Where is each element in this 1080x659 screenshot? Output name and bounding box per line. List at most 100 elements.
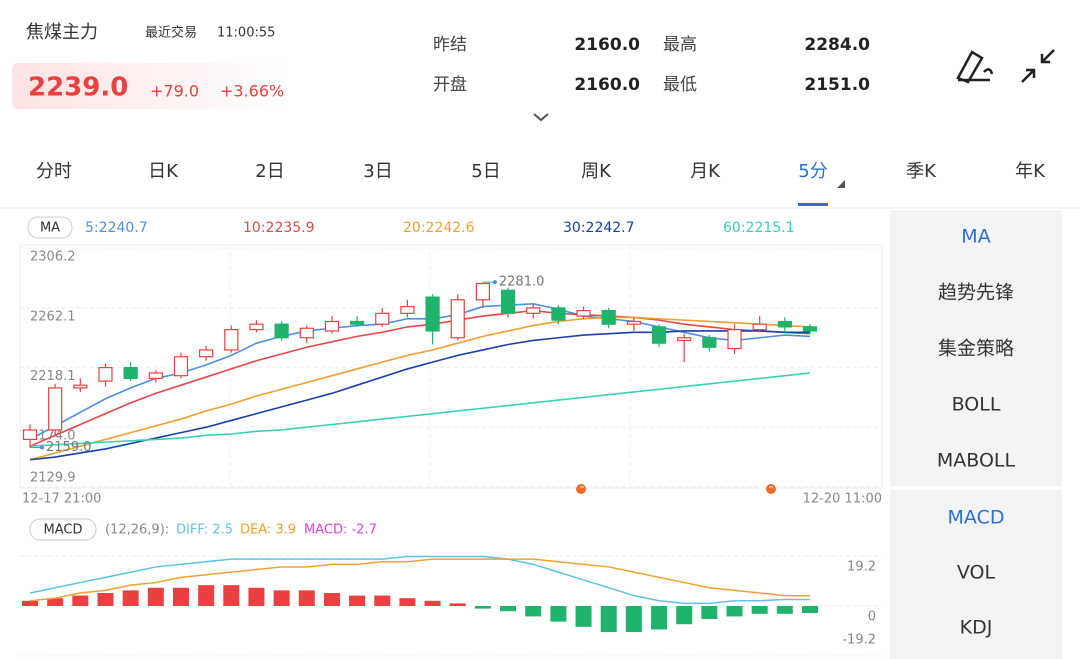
candle-body	[349, 320, 365, 325]
macd-bar	[802, 606, 818, 614]
macd-line	[29, 558, 811, 602]
ma-line	[29, 303, 811, 441]
trade-time: 11:00:55	[217, 26, 275, 41]
indicator-option[interactable]: MACD	[948, 507, 1005, 529]
candle-body	[324, 320, 340, 332]
candle-body	[249, 323, 264, 331]
macd-bar	[323, 592, 340, 606]
macd-bar	[600, 606, 617, 633]
edit-icon[interactable]	[956, 50, 994, 84]
indicator-option[interactable]: 趋势先锋	[938, 282, 1014, 304]
candle-body	[123, 366, 138, 380]
macd-bar	[47, 598, 64, 606]
recent-label: 最近交易	[145, 25, 197, 41]
tab-underline	[798, 203, 828, 206]
tab[interactable]: 分时	[36, 161, 72, 182]
macd-badge[interactable]	[29, 518, 97, 541]
candle-body	[224, 329, 239, 351]
ma-legend: 30:2242.7	[563, 220, 635, 236]
price-frame	[19, 244, 883, 489]
y-tick-label: 0	[868, 610, 876, 625]
indicator-option[interactable]: 集金策略	[938, 338, 1014, 360]
indicator-option[interactable]: BOLL	[952, 394, 1001, 416]
ma-line	[29, 309, 811, 447]
macd-bar	[449, 603, 466, 606]
ma-legend: 10:2235.9	[243, 220, 315, 236]
candle-body	[425, 296, 440, 332]
candle-body	[98, 366, 113, 382]
candle-body	[526, 307, 541, 314]
macd-bar	[97, 592, 114, 606]
ma-line	[29, 330, 810, 461]
tab-caret	[837, 180, 845, 188]
macd-bar	[248, 587, 265, 606]
candle-body	[551, 307, 566, 321]
min-label: 2159.0	[46, 440, 92, 455]
candle-body	[22, 429, 38, 441]
macd-bar	[374, 595, 391, 606]
tab[interactable]: 季K	[906, 161, 937, 182]
macd-bar	[147, 587, 164, 606]
tab[interactable]: 月K	[690, 161, 721, 182]
macd-badge-label: MACD	[44, 523, 83, 538]
candle-body	[375, 312, 390, 325]
last-price: 2239.0	[28, 73, 128, 103]
macd-bar	[22, 600, 38, 606]
macd-legend: DEA: 3.9	[240, 523, 296, 538]
candle-body	[73, 384, 88, 389]
candle-body	[199, 349, 214, 358]
stat-label: 最高	[663, 35, 697, 55]
candle-body	[601, 310, 616, 325]
macd-bar	[474, 606, 491, 609]
ma-badge[interactable]	[27, 216, 73, 239]
macd-bar	[751, 606, 768, 614]
price-box	[12, 63, 287, 109]
expand-chevron[interactable]	[533, 113, 549, 122]
candle-body	[626, 320, 641, 325]
macd-bar	[701, 606, 718, 620]
tab[interactable]: 周K	[581, 161, 612, 182]
candle-body	[500, 289, 516, 314]
macd-bar	[172, 587, 189, 606]
macd-bar	[676, 606, 693, 625]
event-dot[interactable]	[766, 484, 776, 494]
max-label: 2281.0	[499, 275, 544, 290]
indicator-option[interactable]: KDJ	[960, 617, 993, 639]
price-change-pct: +3.66%	[220, 82, 284, 101]
indicator-option[interactable]: MABOLL	[937, 450, 1016, 472]
indicator-option[interactable]: MA	[961, 226, 990, 248]
indicator-option[interactable]: VOL	[957, 562, 996, 584]
candle-body	[450, 299, 465, 339]
price-change: +79.0	[150, 82, 199, 101]
macd-bar	[776, 606, 793, 614]
stat-value: 2151.0	[804, 75, 870, 95]
macd-bar	[575, 606, 592, 627]
macd-legend: MACD: -2.7	[304, 523, 377, 538]
tab[interactable]: 5分	[798, 161, 827, 182]
macd-params: (12,26,9):	[105, 523, 169, 538]
min-dot	[40, 445, 44, 450]
stat-label: 昨结	[433, 35, 467, 55]
side-panel-top	[890, 210, 1062, 486]
x-label-end: 12-20 11:00	[803, 492, 882, 507]
collapse-icon[interactable]	[1021, 49, 1055, 83]
candle-body	[727, 329, 742, 350]
candle-body	[400, 305, 415, 314]
tab[interactable]: 5日	[471, 161, 500, 182]
macd-bar	[198, 585, 215, 606]
macd-bar	[298, 590, 315, 606]
stat-value: 2160.0	[574, 35, 640, 55]
stat-label: 开盘	[433, 75, 467, 95]
stat-label: 最低	[663, 75, 697, 95]
event-dot[interactable]	[576, 484, 586, 494]
tab[interactable]: 年K	[1015, 161, 1046, 182]
tab[interactable]: 日K	[148, 161, 179, 182]
candle-body	[274, 323, 289, 339]
candle-body	[173, 356, 189, 377]
y-tick-label: 2129.9	[30, 471, 76, 486]
ma-line	[29, 316, 811, 461]
tab[interactable]: 2日	[255, 161, 284, 182]
tab[interactable]: 3日	[363, 161, 392, 182]
side-panel-bottom	[890, 490, 1062, 659]
